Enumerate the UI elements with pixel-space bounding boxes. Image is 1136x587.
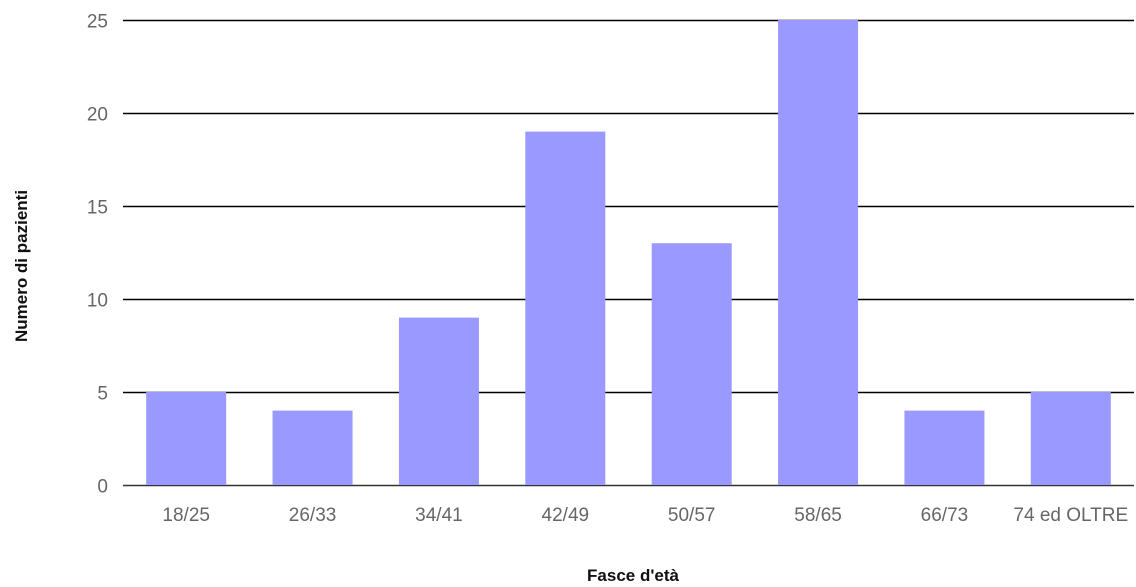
x-tick-label: 66/73	[921, 505, 969, 526]
y-axis-title: Numero di pazienti	[12, 190, 31, 342]
x-axis-title: Fasce d'età	[587, 566, 679, 585]
y-tick-label: 10	[87, 291, 108, 312]
y-tick-label: 15	[87, 198, 108, 219]
x-tick-label: 42/49	[542, 505, 590, 526]
bars	[146, 20, 1111, 485]
y-tick-label: 0	[97, 477, 108, 498]
bar	[525, 131, 606, 485]
x-tick-label: 34/41	[415, 505, 463, 526]
x-tick-label: 58/65	[794, 505, 842, 526]
y-tick-labels: 0 5 10 15 20 25	[87, 12, 108, 498]
bar	[1030, 392, 1111, 485]
gridlines	[123, 19, 1134, 487]
y-tick-label: 5	[97, 384, 108, 405]
x-tick-labels: 18/25 26/33 34/41 42/49 50/57 58/65 66/73 74 ed…	[162, 505, 1128, 526]
x-tick-label: 18/25	[162, 505, 210, 526]
bar	[398, 317, 479, 485]
x-tick-label: 50/57	[668, 505, 716, 526]
bar	[651, 243, 732, 485]
bar	[272, 410, 353, 485]
bar	[778, 20, 859, 485]
x-tick-label: 26/33	[289, 505, 337, 526]
y-tick-label: 20	[87, 105, 108, 126]
x-tick-label: 74 ed OLTRE	[1013, 505, 1128, 526]
bar	[146, 392, 227, 485]
y-tick-label: 25	[87, 12, 108, 33]
bar	[904, 410, 985, 485]
